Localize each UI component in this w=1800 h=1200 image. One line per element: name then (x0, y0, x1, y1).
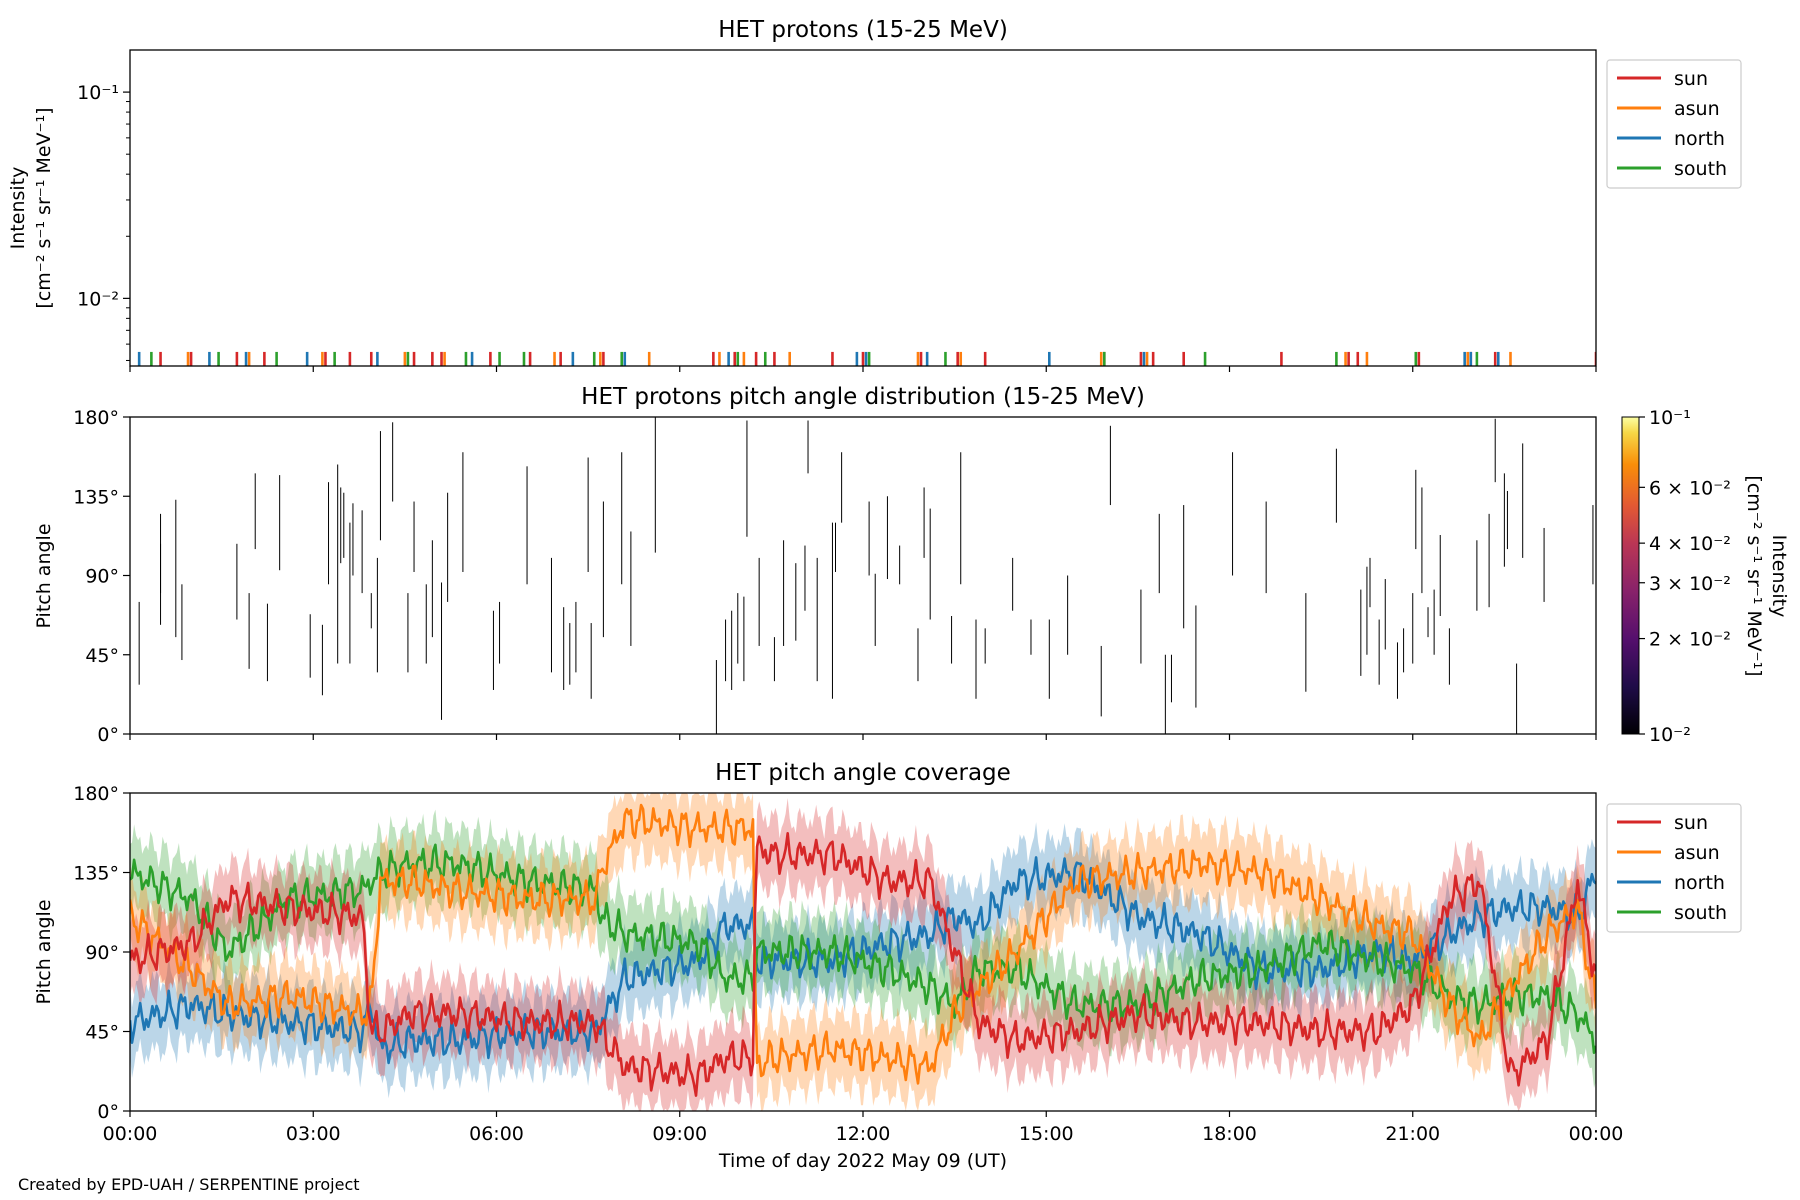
colorbar: 10⁻¹ 6 × 10⁻² 4 × 10⁻² 3 × 10⁻² 2 × 10⁻² 10⁻²… (1621, 407, 1790, 746)
credit-text: Created by EPD-UAH / SERPENTINE project (18, 1175, 360, 1194)
legend-label-asun: asun (1674, 98, 1720, 120)
x-tick-label: 00:00 (103, 1123, 158, 1145)
panel2-ylabel: Pitch angle (33, 523, 55, 628)
legend-label-north: north (1674, 872, 1725, 894)
x-axis-label: Time of day 2022 May 09 (UT) (718, 1150, 1007, 1172)
colorbar-ticks: 10⁻¹ 6 × 10⁻² 4 × 10⁻² 3 × 10⁻² 2 × 10⁻² 10⁻² (1639, 407, 1731, 746)
colorbar-tick-label: 10⁻² (1649, 724, 1691, 746)
line-asun (130, 803, 1596, 1085)
x-tick-label: 21:00 (1385, 1123, 1440, 1145)
y-tick-label: 90° (85, 942, 119, 964)
y-tick-label: 45° (85, 645, 119, 667)
panel3-series (130, 793, 1596, 1111)
line-south (130, 843, 1596, 1054)
panel1-y-ticks: 10⁻¹ 10⁻² (77, 82, 130, 361)
y-tick-label: 0° (97, 724, 119, 746)
panel1-legend: sun asun north south (1606, 59, 1742, 189)
panel1-x-ticks (129, 366, 1597, 372)
legend-label-north: north (1674, 128, 1725, 150)
y-tick-label: 45° (85, 1022, 119, 1044)
panel3-legend: sun asun north south (1606, 803, 1742, 933)
panel-pitch-angle-coverage: HET pitch angle coverage 180° 135° 90° 45° 0… (33, 760, 1742, 1172)
panel1-title: HET protons (15-25 MeV) (718, 17, 1008, 43)
legend-label-south: south (1674, 158, 1727, 180)
panel2-segments (138, 417, 1594, 734)
panel3-title: HET pitch angle coverage (715, 760, 1011, 786)
colorbar-label-line1: Intensity (1768, 535, 1790, 618)
colorbar-label-line2: [cm⁻² s⁻¹ sr⁻¹ MeV⁻¹] (1743, 475, 1765, 676)
colorbar-tick-label: 4 × 10⁻² (1649, 533, 1731, 555)
line-sun (130, 832, 1596, 1097)
panel1-ylabel-line2: [cm⁻² s⁻¹ sr⁻¹ MeV⁻¹] (33, 107, 55, 308)
legend-label-south: south (1674, 902, 1727, 924)
colorbar-tick-label: 10⁻¹ (1649, 407, 1691, 429)
y-tick-label: 180° (73, 407, 119, 429)
x-tick-label: 00:00 (1569, 1123, 1624, 1145)
band-sun (130, 798, 1596, 1111)
panel2-x-ticks (129, 734, 1597, 740)
panel3-ylabel: Pitch angle (33, 899, 55, 1004)
panel3-x-ticks: 00:00 03:00 06:00 09:00 12:00 15:00 18:00 21:00… (103, 1111, 1624, 1145)
panel3-y-ticks: 180° 135° 90° 45° 0° (73, 783, 130, 1123)
x-tick-label: 03:00 (286, 1123, 341, 1145)
x-tick-label: 06:00 (469, 1123, 524, 1145)
panel1-frame (129, 49, 1597, 367)
panel-intensity: HET protons (15-25 MeV) 10⁻¹ 10⁻² Intensi… (7, 17, 1742, 372)
x-tick-label: 12:00 (836, 1123, 891, 1145)
legend-label-asun: asun (1674, 842, 1720, 864)
x-tick-label: 15:00 (1019, 1123, 1074, 1145)
y-tick-label: 180° (73, 783, 119, 805)
y-tick-label: 10⁻¹ (77, 82, 119, 104)
panel2-y-ticks: 180° 135° 90° 45° 0° (73, 407, 130, 746)
x-tick-label: 18:00 (1202, 1123, 1257, 1145)
panel-pitch-angle-distribution: HET protons pitch angle distribution (15… (33, 384, 1790, 746)
panel2-title: HET protons pitch angle distribution (15… (581, 384, 1145, 410)
legend-label-sun: sun (1674, 68, 1708, 90)
y-tick-label: 135° (73, 486, 119, 508)
panel1-series (137, 351, 1596, 366)
colorbar-gradient (1621, 416, 1640, 735)
y-tick-label: 0° (97, 1101, 119, 1123)
legend-label-sun: sun (1674, 812, 1708, 834)
y-tick-label: 135° (73, 863, 119, 885)
colorbar-tick-label: 3 × 10⁻² (1649, 573, 1731, 595)
x-tick-label: 09:00 (652, 1123, 707, 1145)
y-tick-label: 10⁻² (77, 288, 119, 310)
panel1-ylabel-line1: Intensity (7, 167, 29, 250)
colorbar-tick-label: 6 × 10⁻² (1649, 477, 1731, 499)
y-tick-label: 90° (85, 566, 119, 588)
colorbar-tick-label: 2 × 10⁻² (1649, 629, 1731, 651)
